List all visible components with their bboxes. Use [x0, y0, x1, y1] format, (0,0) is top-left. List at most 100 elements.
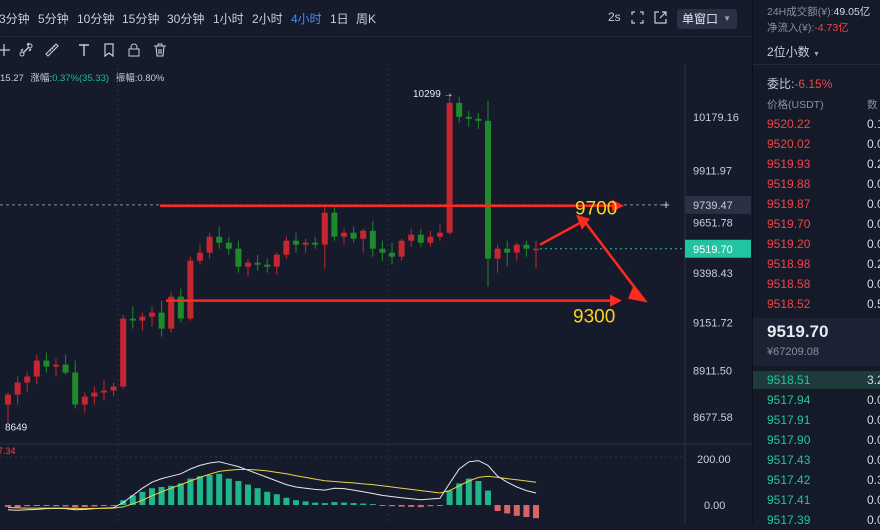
bookmark-icon[interactable]: [101, 42, 117, 58]
macd-bar: [43, 505, 50, 506]
candle-body: [437, 232, 443, 237]
bid-qty: 0.3: [867, 473, 880, 487]
ask-row[interactable]: 9519.88 0.0: [767, 174, 880, 194]
delete-icon[interactable]: [152, 42, 168, 58]
tf-1h[interactable]: 1小时: [213, 12, 244, 26]
macd-bar: [5, 505, 11, 507]
macd-bar: [321, 503, 328, 505]
ruler-icon[interactable]: [44, 42, 60, 58]
tf-week[interactable]: 周K: [356, 12, 377, 26]
bid-price: 9517.43: [767, 453, 811, 467]
candle-body: [389, 252, 395, 257]
macd-bar: [62, 505, 69, 507]
macd-bar: [273, 494, 280, 505]
candle-body: [446, 102, 453, 233]
macd-bar: [504, 505, 511, 514]
bid-qty: 0.0: [867, 453, 880, 467]
ask-row[interactable]: 9518.58 0.0: [767, 274, 880, 294]
ask-qty: 0.1: [867, 117, 880, 131]
ask-row[interactable]: 9519.87 0.0: [767, 194, 880, 214]
candle-body: [283, 240, 290, 255]
fullscreen-icon[interactable]: [631, 11, 644, 29]
bid-row[interactable]: 9517.43 0.0: [767, 450, 880, 470]
macd-bar: [494, 505, 501, 511]
ask-row[interactable]: 9520.02 0.0: [767, 134, 880, 154]
order-ratio: 委比:-6.15%: [767, 75, 832, 92]
net-inflow-value: -4.73亿: [814, 22, 849, 34]
macd-bar: [293, 500, 299, 505]
link-icon[interactable]: [18, 42, 34, 58]
refresh-interval[interactable]: 2s: [608, 10, 621, 24]
bid-row[interactable]: 9517.42 0.3: [767, 470, 880, 490]
text-icon[interactable]: [76, 42, 92, 58]
macd-bar: [465, 478, 472, 505]
bid-price: 9518.51: [767, 373, 811, 387]
ask-row[interactable]: 9518.52 0.5: [767, 294, 880, 314]
macd-bar: [302, 501, 309, 505]
window-mode-label: 单窗口: [682, 12, 719, 26]
bid-row[interactable]: 9517.90 0.0: [767, 430, 880, 450]
low-label: 8649: [5, 423, 28, 434]
tf-15m[interactable]: 15分钟: [122, 12, 160, 26]
candle-body: [408, 234, 415, 241]
price-tick-label: 9651.78: [693, 217, 733, 229]
tf-4h[interactable]: 4小时: [291, 12, 322, 26]
tf-5m[interactable]: 5分钟: [38, 12, 69, 26]
macd-bar: [245, 484, 251, 505]
ask-row[interactable]: 9520.22 0.1: [767, 114, 880, 134]
macd-bar: [485, 490, 491, 505]
macd-bar: [110, 505, 117, 506]
amp-value: 0.80%: [137, 73, 165, 84]
tf-1d[interactable]: 1日: [330, 12, 349, 26]
bid-row[interactable]: 9517.91 0.0: [767, 410, 880, 430]
order-book-sidebar: 24H成交额(¥):49.05亿 净流入(¥):-4.73亿 2位小数 ▼ 委比…: [752, 0, 880, 527]
bid-price: 9517.94: [767, 393, 811, 407]
macd-bar: [24, 505, 31, 507]
candle-body: [321, 212, 328, 245]
candle-body: [101, 390, 107, 393]
macd-bar: [53, 505, 59, 507]
tf-10m[interactable]: 10分钟: [77, 12, 115, 26]
bid-row[interactable]: 9518.51 3.2: [767, 370, 880, 390]
net-inflow-label: 净流入(¥):: [767, 22, 815, 34]
ask-row[interactable]: 9518.98 0.2: [767, 254, 880, 274]
candlestick-chart[interactable]: 10179.16 9911.97 9739.47 9651.78 9519.70 9398…: [0, 64, 752, 523]
bid-row[interactable]: 9517.41 0.0: [767, 490, 880, 510]
decimals-select[interactable]: 2位小数 ▼: [767, 43, 820, 60]
indicator-icon[interactable]: [0, 42, 12, 58]
macd-bar: [72, 505, 79, 508]
candle-body: [110, 386, 117, 391]
candle-body: [120, 318, 127, 387]
tf-3m[interactable]: 3分钟: [0, 12, 30, 26]
macd-bar: [312, 502, 319, 505]
candle-body: [177, 296, 184, 319]
ask-row[interactable]: 9519.70 0.0: [767, 214, 880, 234]
macd-bar: [129, 495, 136, 505]
price-header: 价格(USDT): [767, 99, 824, 111]
tf-30m[interactable]: 30分钟: [167, 12, 205, 26]
chart-panel[interactable]: 3分钟 5分钟 10分钟 15分钟 30分钟 1小时 2小时 4小时 1日 周K…: [0, 0, 752, 523]
candle-body: [254, 262, 261, 265]
window-mode-select[interactable]: 单窗口 ▼: [677, 9, 737, 29]
macd-bar: [168, 485, 175, 505]
macd-bar: [523, 505, 530, 517]
expand-icon[interactable]: [654, 11, 667, 29]
volume-24h-label: 24H成交额(¥):: [767, 6, 834, 18]
macd-bar: [177, 483, 184, 505]
candle-body: [331, 212, 338, 237]
price-info-line: 15.27 涨幅:0.37%(35.33) 振幅:0.80%: [0, 70, 164, 84]
candle-body: [149, 312, 155, 317]
candle-body: [513, 244, 520, 253]
ask-row[interactable]: 9519.20 0.0: [767, 234, 880, 254]
candle-body: [417, 234, 424, 243]
candle-body: [33, 360, 40, 377]
ask-qty: 0.0: [867, 277, 880, 291]
lock-icon[interactable]: [126, 42, 142, 58]
drawing-tools: [0, 36, 752, 64]
tf-2h[interactable]: 2小时: [252, 12, 283, 26]
bid-row[interactable]: 9517.94 0.0: [767, 390, 880, 410]
bid-row[interactable]: 9517.39 0.0: [767, 510, 880, 530]
ask-row[interactable]: 9519.93 0.2: [767, 154, 880, 174]
candle-body: [245, 262, 251, 267]
price-tick-label: 8911.50: [693, 365, 732, 377]
